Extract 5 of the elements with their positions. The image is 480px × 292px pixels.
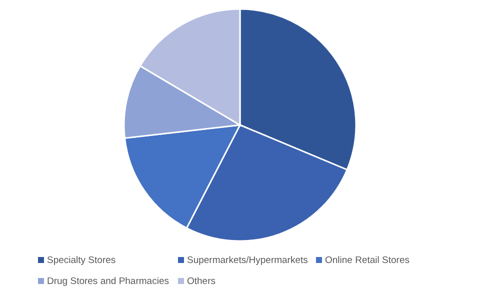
legend-label: Supermarkets/Hypermarkets bbox=[187, 255, 308, 266]
legend-label: Online Retail Stores bbox=[325, 255, 410, 266]
legend-label: Others bbox=[187, 276, 216, 287]
legend-label: Drug Stores and Pharmacies bbox=[47, 276, 170, 287]
legend-label: Specialty Stores bbox=[47, 255, 116, 266]
